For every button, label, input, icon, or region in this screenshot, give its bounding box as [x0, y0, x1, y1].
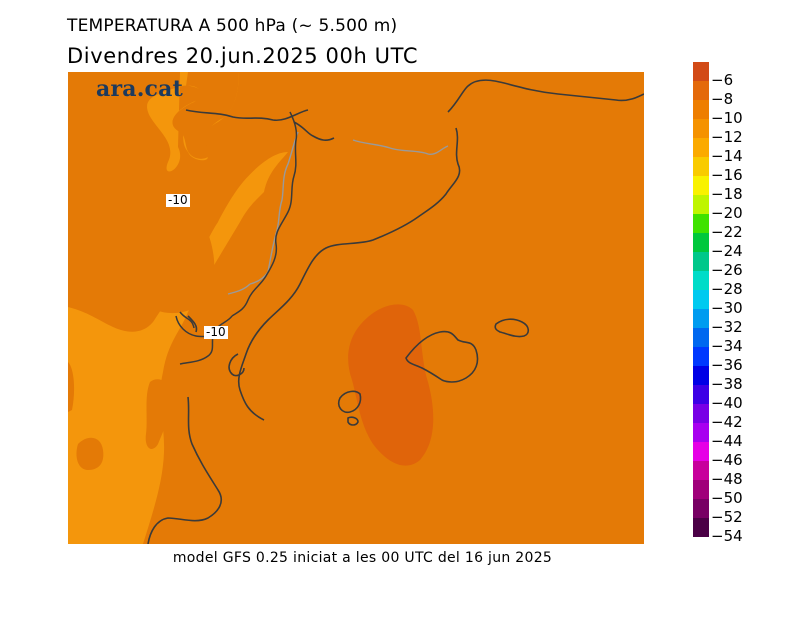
field-minus10-blob-west	[172, 72, 239, 159]
legend-label: −42	[711, 413, 743, 431]
legend-label: −44	[711, 432, 743, 450]
legend-swatch	[693, 404, 709, 423]
legend-swatch	[693, 442, 709, 461]
legend-label: −14	[711, 147, 743, 165]
island-menorca	[494, 318, 530, 338]
legend-swatch	[693, 214, 709, 233]
legend-swatch	[693, 157, 709, 176]
legend-swatch	[693, 233, 709, 252]
legend-swatch	[693, 252, 709, 271]
coast-gulf-of-lion	[447, 79, 644, 113]
legend-swatch	[693, 271, 709, 290]
legend-label: −48	[711, 470, 743, 488]
legend-label: −22	[711, 223, 743, 241]
contour-label: -10	[204, 325, 228, 339]
field-minus10-blob-center	[131, 198, 215, 314]
temperature-map: ara.cat -10 -10	[68, 72, 644, 544]
legend-swatch	[693, 461, 709, 480]
coast-catalonia	[237, 127, 461, 421]
legend-label: −30	[711, 299, 743, 317]
map-canvas	[68, 72, 644, 544]
line-west-1	[231, 111, 298, 317]
legend-swatch	[693, 62, 709, 81]
legend-label: −40	[711, 394, 743, 412]
legend-label: −16	[711, 166, 743, 184]
chart-title: TEMPERATURA A 500 hPa (~ 5.500 m)	[67, 16, 398, 36]
legend-label: −36	[711, 356, 743, 374]
legend-label: −38	[711, 375, 743, 393]
legend-swatch	[693, 499, 709, 518]
island-ibiza	[337, 390, 362, 414]
coast-valencia	[147, 396, 223, 544]
legend-swatch	[693, 480, 709, 499]
legend-swatch	[693, 518, 709, 537]
field-minus10-blob-southwest	[76, 437, 104, 470]
legend-label: −10	[711, 109, 743, 127]
field-minus10-blob-mid	[145, 379, 171, 449]
border-france-spain	[352, 139, 449, 156]
line-west-2	[179, 315, 233, 365]
coast-inland-spain-line	[187, 315, 198, 333]
line-west-3	[179, 311, 195, 329]
legend-label: −32	[711, 318, 743, 336]
color-legend	[693, 62, 709, 537]
contour-label: -10	[166, 193, 190, 207]
legend-label: −54	[711, 527, 743, 545]
border-aragon-valencia	[227, 283, 251, 295]
legend-label: −50	[711, 489, 743, 507]
legend-label: −20	[711, 204, 743, 222]
legend-label: −6	[711, 71, 734, 89]
legend-swatch	[693, 366, 709, 385]
island-formentera	[347, 416, 359, 426]
legend-swatch	[693, 100, 709, 119]
legend-label: −28	[711, 280, 743, 298]
legend-label: −26	[711, 261, 743, 279]
chart-subtitle: Divendres 20.jun.2025 00h UTC	[67, 44, 419, 68]
legend-label: −46	[711, 451, 743, 469]
legend-swatch	[693, 385, 709, 404]
legend-swatch	[693, 176, 709, 195]
legend-swatch	[693, 328, 709, 347]
legend-swatch	[693, 347, 709, 366]
legend-label: −8	[711, 90, 734, 108]
legend-label: −24	[711, 242, 743, 260]
legend-label: −18	[711, 185, 743, 203]
legend-swatch	[693, 119, 709, 138]
island-mallorca	[405, 330, 479, 383]
legend-label: −52	[711, 508, 743, 526]
brand-logo: ara.cat	[96, 76, 183, 102]
legend-swatch	[693, 138, 709, 157]
model-info: model GFS 0.25 iniciat a les 00 UTC del …	[172, 550, 553, 566]
coast-ebro-delta	[228, 353, 245, 377]
field-minus10-blob-left-edge	[68, 362, 75, 412]
coast-andorra-region	[293, 121, 335, 141]
legend-swatch	[693, 81, 709, 100]
legend-label: −12	[711, 128, 743, 146]
legend-swatch	[693, 309, 709, 328]
legend-label: −34	[711, 337, 743, 355]
legend-swatch	[693, 423, 709, 442]
legend-swatch	[693, 290, 709, 309]
coastlines	[147, 79, 644, 544]
legend-swatch	[693, 195, 709, 214]
field-minus8-to-minus6	[348, 304, 434, 466]
